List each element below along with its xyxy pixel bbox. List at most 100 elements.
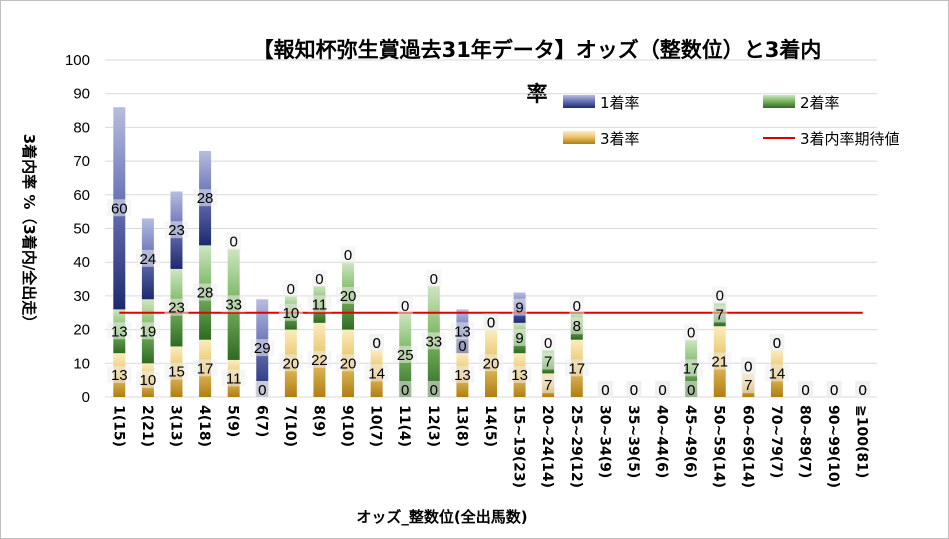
data-label-bg	[569, 317, 585, 335]
data-label-bg	[336, 354, 361, 372]
data-label-series-2: 0	[458, 338, 466, 355]
data-label-bg	[283, 279, 299, 297]
y-tick-label: 70	[73, 153, 90, 170]
data-label-series-1: 0	[801, 382, 809, 399]
x-tick-label: 2(21)	[139, 405, 155, 447]
y-axis-ticks: 0 10 20 30 40 50 60 70 80 90 100	[65, 52, 90, 406]
data-label-bg	[107, 366, 132, 384]
data-label-bg	[679, 359, 704, 377]
data-label-series-1: 13	[454, 323, 471, 340]
data-label-series-1: 29	[254, 340, 271, 357]
data-label-bg	[221, 369, 246, 387]
y-tick-label: 60	[73, 187, 90, 204]
data-label-series-1: 0	[744, 358, 752, 375]
data-label-series-3: 0	[401, 382, 409, 399]
data-label-bg	[107, 199, 132, 217]
data-label-bg	[340, 246, 356, 264]
y-tick-label: 0	[82, 389, 90, 406]
data-label-series-1: 9	[515, 300, 523, 317]
data-label-bg	[250, 339, 275, 357]
data-label-series-3: 15	[168, 364, 185, 381]
x-tick-label: 4(18)	[196, 405, 212, 447]
data-label-series-1: 0	[830, 382, 838, 399]
y-tick-label: 80	[73, 119, 90, 136]
x-tick-label: 10(7)	[368, 405, 384, 447]
legend-label-reference-line: 3着内率期待値	[800, 130, 900, 148]
data-label-series-1: 0	[601, 382, 609, 399]
x-tick-label: 40~44(6)	[654, 405, 670, 478]
x-tick-label: 25~29(12)	[568, 405, 584, 488]
legend-swatch-series-2	[763, 95, 795, 108]
data-label-series-2: 8	[573, 318, 581, 335]
data-label-series-3: 17	[197, 360, 214, 377]
data-label-bg	[226, 232, 242, 250]
data-label-bg	[164, 221, 189, 239]
data-label-series-1: 0	[687, 325, 695, 342]
data-label-series-1: 0	[344, 247, 352, 264]
x-tick-label: 12(3)	[425, 405, 441, 447]
data-labels: 13 13 60 10 19 24 15 23 23 17 28 28 11 33 0 0 0 29 20 10 0 22…	[107, 189, 871, 399]
data-label-bg	[254, 381, 270, 398]
data-label-series-2: 0	[258, 382, 266, 399]
data-label-bg	[712, 286, 728, 304]
data-label-series-1: 0	[315, 271, 323, 288]
data-label-series-1: 0	[229, 234, 237, 251]
data-label-bg	[426, 269, 442, 287]
data-label-bg	[512, 329, 528, 347]
x-tick-label: 9(10)	[339, 405, 355, 447]
data-label-bg	[135, 249, 160, 267]
data-label-series-2: 7	[716, 306, 724, 323]
data-label-series-2: 7	[544, 354, 552, 371]
data-label-series-3: 20	[483, 355, 500, 372]
data-label-bg	[740, 357, 756, 375]
data-label-series-3: 10	[140, 372, 157, 389]
data-label-series-1: 0	[401, 298, 409, 315]
data-label-bg	[507, 366, 532, 384]
data-label-bg	[450, 322, 475, 340]
data-label-bg	[454, 337, 470, 355]
data-label-series-2: 9	[515, 330, 523, 347]
data-label-bg	[397, 381, 413, 398]
data-label-bg	[307, 295, 332, 313]
data-label-bg	[193, 283, 218, 301]
data-label-bg	[826, 381, 842, 398]
data-label-bg	[483, 313, 499, 331]
data-label-series-3: 0	[430, 382, 438, 399]
data-label-bg	[393, 345, 418, 363]
legend-swatch-series-3	[563, 131, 595, 144]
x-axis-ticks: 1(15) 2(21) 3(13) 4(18) 5(9) 6(7) 7(10) 8(9) 9(1…	[110, 405, 869, 488]
legend-label-series-1: 1着率	[600, 94, 640, 112]
x-tick-label: 50~59(14)	[711, 405, 727, 488]
data-label-bg	[540, 376, 556, 394]
data-label-bg	[278, 303, 303, 321]
y-tick-label: 90	[73, 86, 90, 103]
y-tick-label: 10	[73, 355, 90, 372]
data-label-series-3: 21	[711, 354, 728, 371]
data-label-series-1: 0	[544, 335, 552, 352]
x-tick-label: 13(8)	[453, 405, 469, 447]
data-label-bg	[135, 371, 160, 389]
data-label-bg	[479, 354, 503, 372]
x-tick-label: 5(9)	[225, 405, 241, 437]
data-label-series-3: 13	[511, 367, 528, 384]
data-label-bg	[740, 376, 756, 394]
x-tick-label: 60~69(14)	[739, 405, 755, 488]
data-label-series-2: 25	[397, 347, 414, 364]
data-label-bg	[307, 350, 332, 368]
data-label-bg	[597, 381, 613, 398]
legend-label-series-2: 2着率	[800, 94, 840, 112]
data-label-series-1: 0	[287, 281, 295, 298]
data-label-bg	[769, 333, 785, 351]
data-label-bg	[569, 296, 585, 314]
x-tick-label: 14(5)	[482, 405, 498, 447]
data-label-bg	[655, 381, 671, 398]
x-tick-label: 30~34(9)	[596, 405, 612, 478]
data-label-series-1: 0	[372, 335, 380, 352]
data-label-bg	[164, 298, 189, 316]
x-tick-label: 15~19(23)	[511, 405, 527, 488]
y-tick-label: 100	[65, 52, 90, 69]
data-label-bg	[426, 381, 442, 398]
data-label-bg	[707, 352, 732, 370]
x-tick-label: 7(10)	[282, 405, 298, 447]
y-tick-label: 30	[73, 288, 90, 305]
